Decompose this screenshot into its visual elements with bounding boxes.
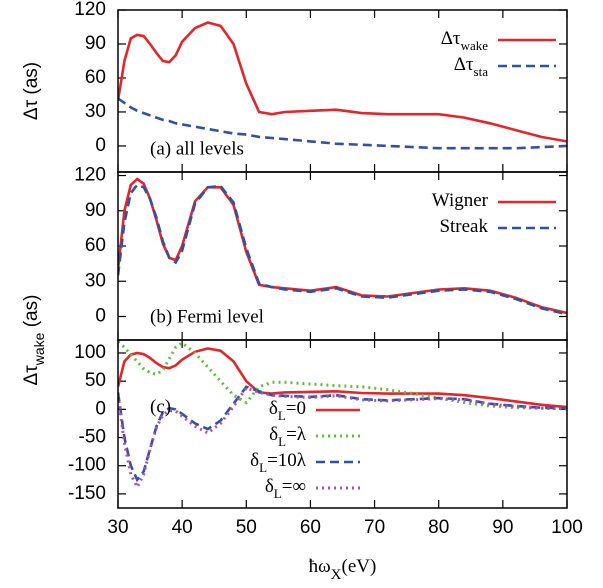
y-tick-label: 120 [74,165,106,186]
x-tick-label: 40 [172,517,193,538]
y-tick-label: 30 [85,101,106,122]
y-tick-label: -100 [68,455,106,476]
x-tick-label: 70 [364,517,385,538]
x-axis-label-part: X [331,567,342,583]
y-tick-label: 100 [74,342,106,363]
y-tick-label: 60 [85,235,106,256]
panel-label: (b) Fermi level [150,306,264,327]
legend-label-part: Wigner [432,190,489,211]
y-tick-label: 0 [95,135,106,156]
legend-label-part: L [278,434,286,449]
legend-label-part: Streak [439,216,488,237]
y-tick-label: -150 [68,483,106,504]
legend-label-part: =λ [286,424,307,445]
x-tick-label: 90 [492,517,513,538]
legend-label: Δτwake [441,28,489,53]
panel-label: (a) all levels [150,138,244,159]
legend-label-part: =10λ [267,450,307,471]
y-axis-label-part: (as) [21,295,42,333]
y-tick-label: 0 [95,398,106,419]
y-axis-label-part: Δτ (as) [21,62,42,120]
series-line [118,386,567,491]
series-line [118,183,567,316]
legend-label-part: L [274,486,282,501]
legend-label: δL=10λ [250,450,307,475]
legend-label: Wigner [432,190,489,211]
legend-label: δL=∞ [265,476,306,501]
legend-label-part: L [278,408,286,423]
legend-label: Δτsta [454,54,489,79]
legend-label-part: wake [461,38,489,53]
legend-label-part: δ [265,476,274,497]
legend-label-part: δ [250,450,259,471]
y-tick-label: 50 [85,370,106,391]
legend-label-part: Δτ [441,28,461,49]
legend-label-part: δ [269,398,278,419]
legend-label-part: sta [474,64,489,79]
x-tick-label: 50 [236,517,257,538]
plot-frame [117,339,568,509]
y-tick-label: 60 [85,67,106,88]
legend-label: Streak [439,216,488,237]
panel-label: (c) [150,396,171,417]
x-tick-label: 30 [107,517,128,538]
legend-label-part: Δτ [454,54,474,75]
y-tick-label: 90 [85,33,106,54]
y-axis-label: Δτwake (as) [21,295,47,386]
x-axis-label-part: (eV) [342,556,377,577]
x-axis-label: ħωX(eV) [309,556,377,583]
y-axis-label-part: Δτ [21,365,42,386]
x-tick-label: 80 [428,517,449,538]
legend-label: δL=0 [269,398,306,423]
y-tick-label: 90 [85,200,106,221]
x-tick-label: 60 [300,517,321,538]
y-tick-label: -50 [79,427,106,448]
y-tick-label: 30 [85,270,106,291]
legend-label-part: =0 [286,398,306,419]
series-line [118,177,567,315]
y-axis-label-part: wake [31,332,47,366]
legend-label-part: =∞ [282,476,306,497]
x-tick-label: 100 [551,517,583,538]
y-axis-label: Δτ (as) [21,62,42,120]
legend-label-part: δ [269,424,278,445]
series-line [118,97,567,150]
legend-label-part: L [259,460,267,475]
series-line [118,385,567,483]
y-tick-label: 120 [74,0,106,20]
x-axis-label-part: ħω [309,556,331,577]
series-line [118,347,567,409]
series-line [118,21,567,143]
y-tick-label: 0 [95,306,106,327]
legend-label: δL=λ [269,424,307,449]
